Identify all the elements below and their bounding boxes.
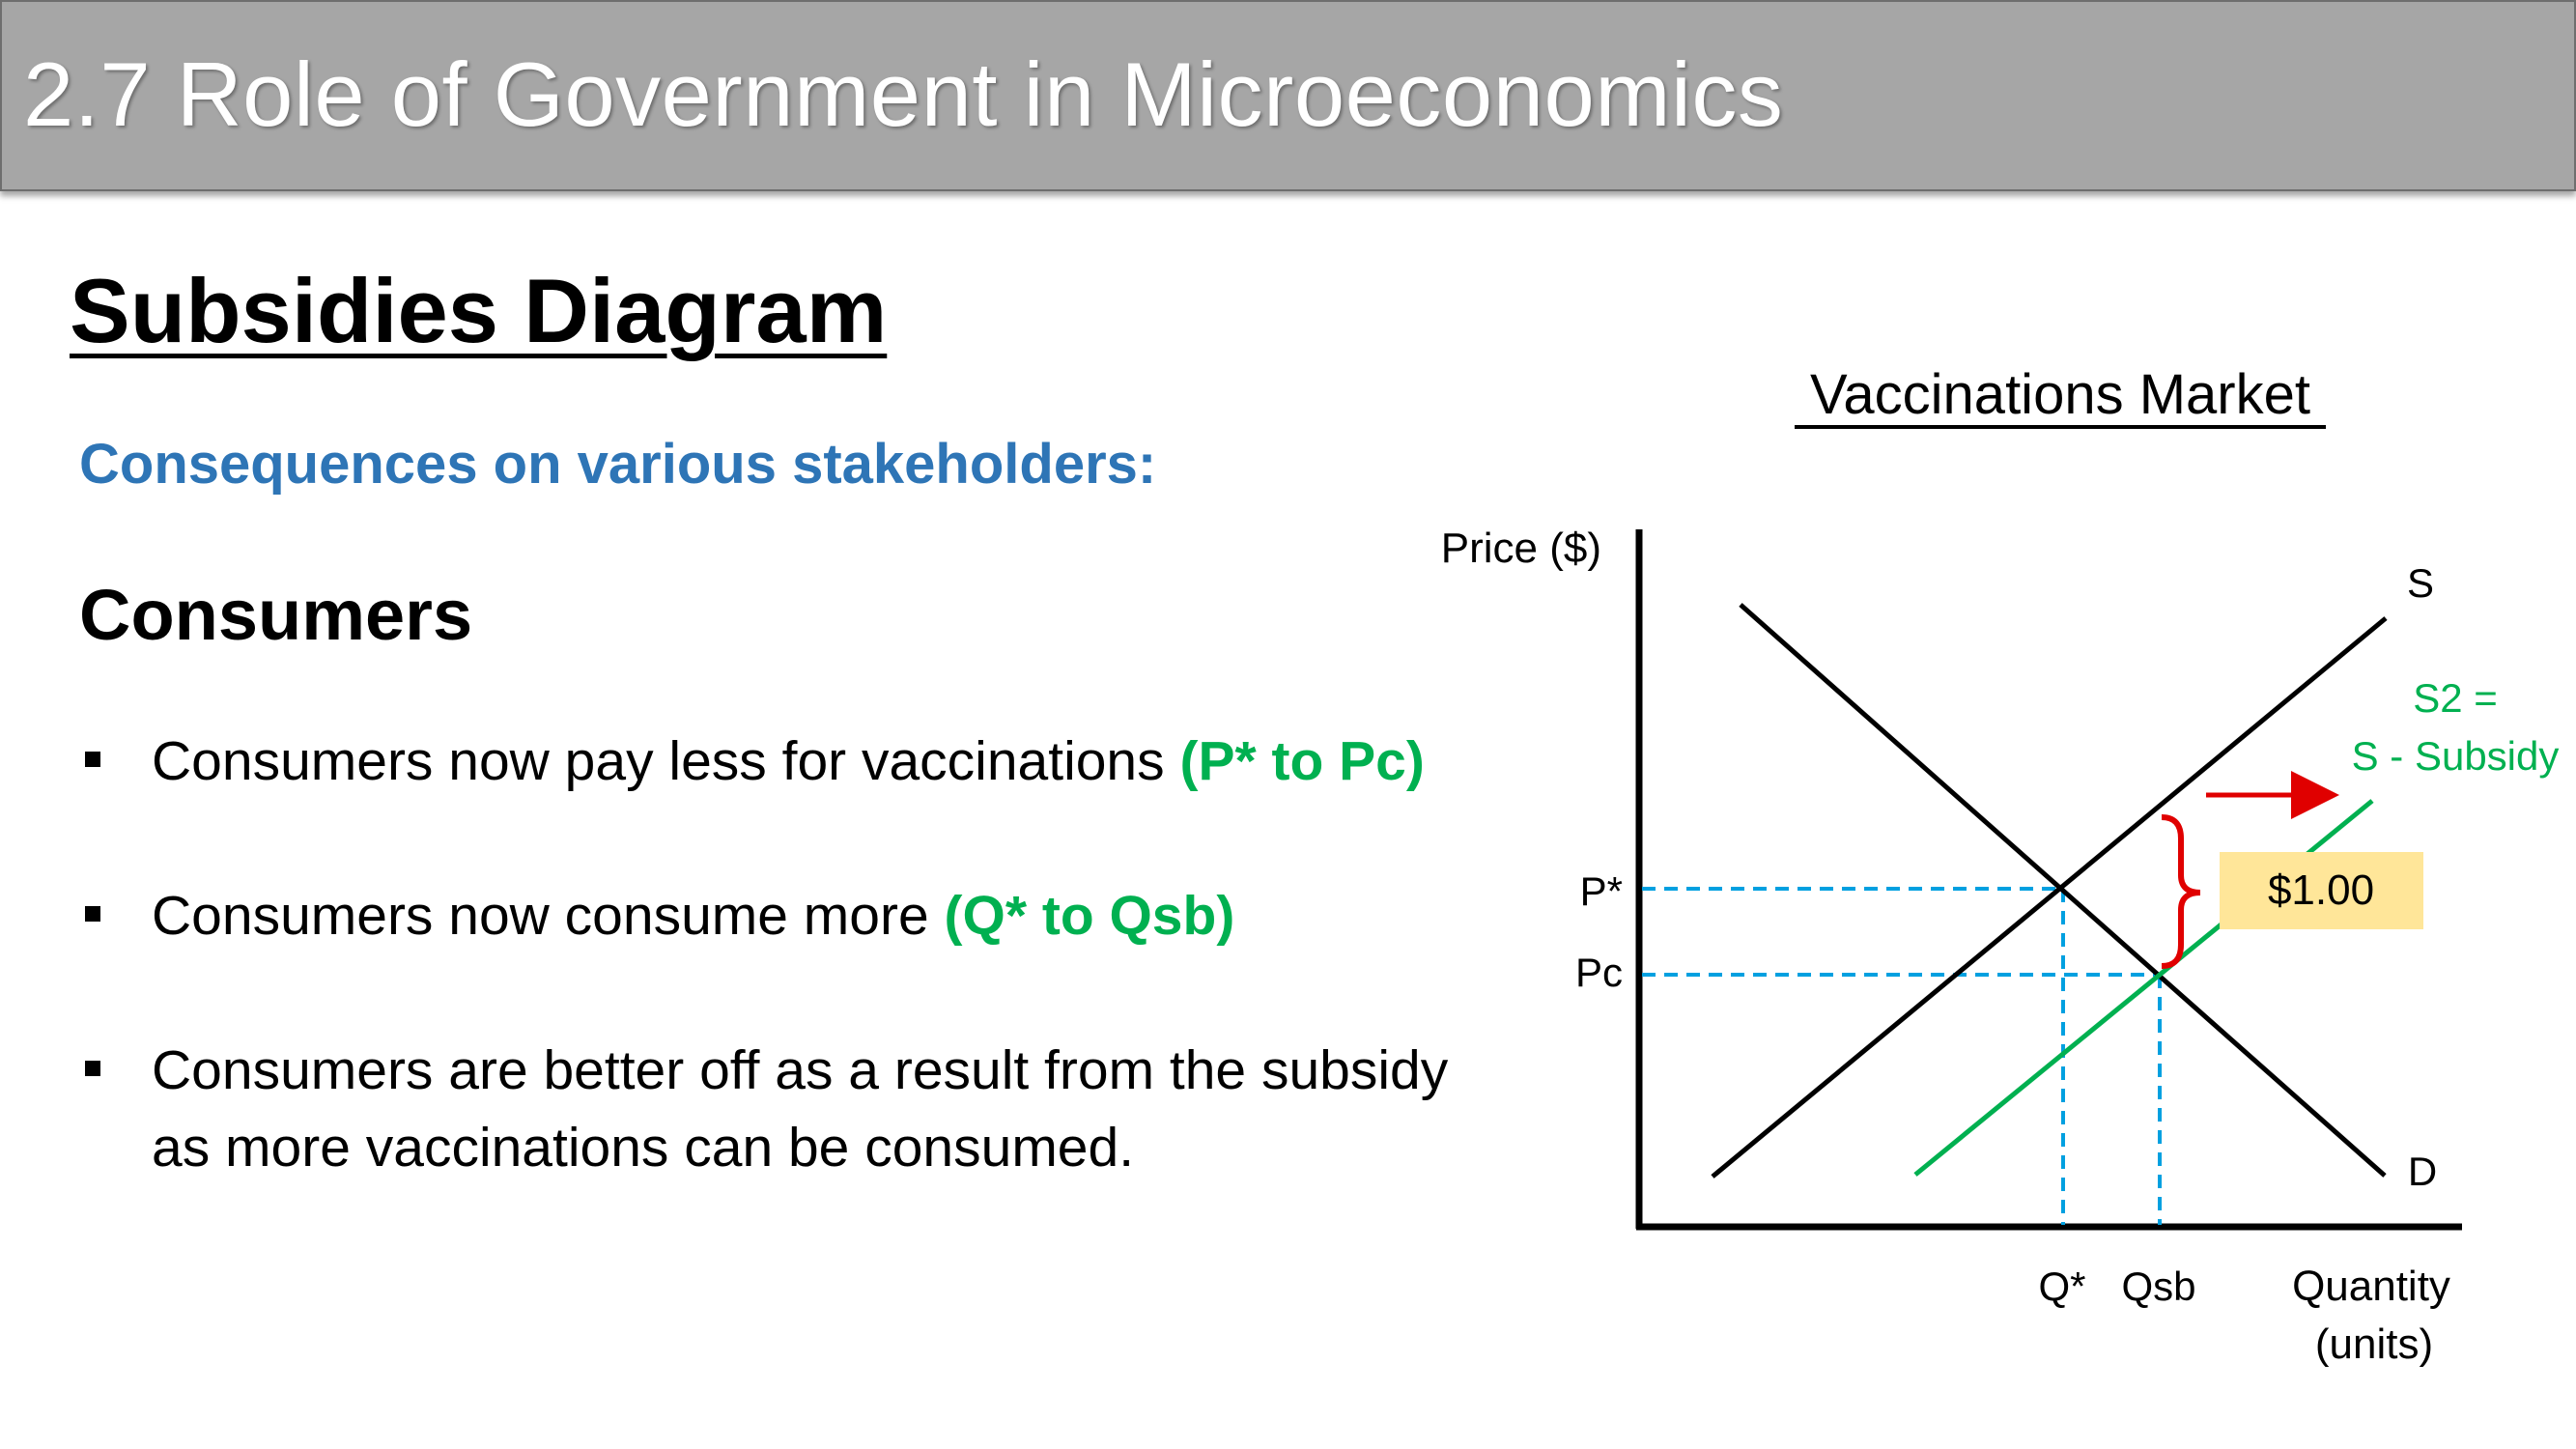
qsb-label: Qsb — [2121, 1264, 2195, 1309]
square-bullet-icon — [85, 906, 100, 922]
p-star-label: P* — [1580, 868, 1623, 914]
bullet-list: Consumers now pay less for vaccinations … — [79, 723, 1489, 1264]
stakeholders-subheading: Consequences on various stakeholders: — [79, 433, 1157, 496]
bullet-item: Consumers now consume more (Q* to Qsb) — [79, 877, 1489, 954]
bullet-item: Consumers now pay less for vaccinations … — [79, 723, 1489, 800]
subsidy-brace — [2161, 814, 2201, 969]
bullet-highlight: (P* to Pc) — [1179, 730, 1425, 792]
stakeholder-heading: Consumers — [79, 575, 473, 655]
supply-label: S — [2407, 560, 2434, 606]
square-bullet-icon — [85, 1061, 100, 1076]
x-axis-label-line2: (units) — [2315, 1321, 2433, 1368]
new-supply-label-line1: S2 = — [2413, 675, 2498, 721]
subsidy-amount-box — [2220, 852, 2423, 929]
slide-title: 2.7 Role of Government in Microeconomics — [23, 43, 1784, 145]
x-axis-label-line1: Quantity — [2292, 1263, 2450, 1310]
q-star-label: Q* — [2038, 1264, 2085, 1309]
bullet-text: Consumers now consume more — [152, 885, 945, 947]
bullet-item: Consumers are better off as a result fro… — [79, 1032, 1489, 1186]
section-title: Subsidies Diagram — [70, 260, 888, 361]
supply-curve — [1711, 616, 2388, 1179]
bullet-text: Consumers now pay less for vaccinations — [152, 730, 1180, 792]
square-bullet-icon — [85, 752, 100, 767]
pc-label: Pc — [1575, 950, 1623, 995]
bullet-text: Consumers are better off as a result fro… — [152, 1039, 1449, 1179]
diagram-title: Vaccinations Market — [1810, 363, 2310, 426]
y-axis-label: Price ($) — [1441, 525, 1601, 572]
title-bar: 2.7 Role of Government in Microeconomics — [0, 0, 2576, 191]
demand-curve — [1739, 603, 2387, 1178]
bullet-highlight: (Q* to Qsb) — [944, 885, 1235, 947]
new-supply-label-line2: S - Subsidy — [2352, 733, 2560, 779]
demand-label: D — [2408, 1149, 2437, 1194]
subsidy-amount-label: $1.00 — [2268, 867, 2374, 914]
